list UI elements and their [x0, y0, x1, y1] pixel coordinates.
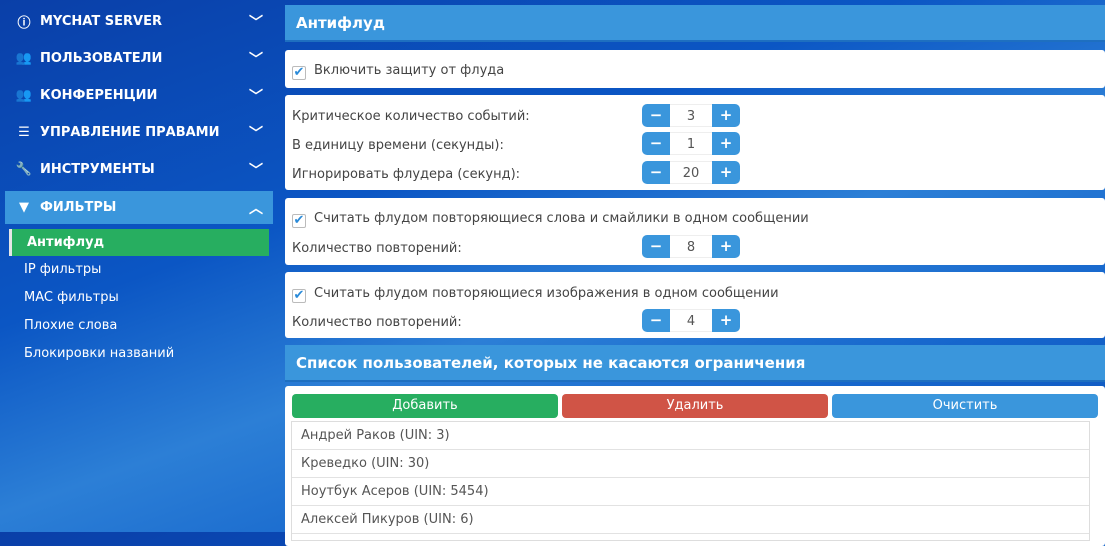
increment-button[interactable]: + — [712, 132, 740, 155]
images-label: Считать флудом повторяющиеся изображения… — [314, 286, 779, 301]
critical-stepper[interactable]: −3 + — [642, 104, 740, 127]
enable-checkbox[interactable]: ✔ Включить защиту от флуда — [292, 63, 504, 80]
nav-label: ФИЛЬТРЫ — [40, 200, 117, 215]
chevron-up-icon: ︿ — [249, 200, 263, 217]
list-item[interactable]: Алексей Пикуров (UIN: 6) — [292, 506, 1089, 534]
nav-conferences[interactable]: 👥 КОНФЕРЕНЦИИ ﹀ — [5, 79, 273, 112]
time-label: В единицу времени (секунды): — [292, 138, 504, 153]
ignore-stepper[interactable]: −20 + — [642, 161, 740, 184]
increment-button[interactable]: + — [712, 104, 740, 127]
nav-label: ИНСТРУМЕНТЫ — [40, 162, 155, 177]
checkmark-icon[interactable]: ✔ — [292, 65, 306, 80]
enable-panel: ✔ Включить защиту от флуда — [285, 50, 1105, 88]
words-checkbox[interactable]: ✔ Считать флудом повторяющиеся слова и см… — [292, 211, 809, 228]
nav-filters[interactable]: ▼ ФИЛЬТРЫ ︿ — [5, 191, 273, 224]
nav-users[interactable]: 👥 ПОЛЬЗОВАТЕЛИ ﹀ — [5, 42, 273, 75]
sidebar: ⓘ MYCHAT SERVER ﹀ 👥 ПОЛЬЗОВАТЕЛИ ﹀ 👥 КОНФЕРЕН… — [0, 0, 280, 532]
ignore-label: Игнорировать флудера (секунд): — [292, 167, 521, 182]
words-label: Считать флудом повторяющиеся слова и сма… — [314, 211, 809, 226]
nav-label: УПРАВЛЕНИЕ ПРАВАМИ — [40, 125, 220, 140]
decrement-button[interactable]: − — [642, 104, 670, 127]
enable-label: Включить защиту от флуда — [314, 63, 505, 78]
chevron-down-icon: ﹀ — [249, 14, 263, 31]
limits-panel: Критическое количество событий: −3 + В ед… — [285, 95, 1105, 190]
clear-button[interactable]: Очистить — [832, 394, 1098, 418]
nav-mychat-server[interactable]: ⓘ MYCHAT SERVER ﹀ — [5, 5, 273, 38]
delete-button[interactable]: Удалить — [562, 394, 828, 418]
increment-button[interactable]: + — [712, 161, 740, 184]
subnav-name-blocks[interactable]: Блокировки названий — [24, 346, 175, 361]
list-item[interactable]: Андрей Раков (UIN: 3) — [292, 422, 1089, 450]
stepper-value[interactable]: 1 — [670, 132, 712, 155]
nav-tools[interactable]: 🔧 ИНСТРУМЕНТЫ ﹀ — [5, 153, 273, 186]
images-repeat-stepper[interactable]: −4 + — [642, 309, 740, 332]
chevron-down-icon: ﹀ — [249, 162, 263, 179]
exceptions-panel: Добавить Удалить Очистить Андрей Раков (… — [285, 386, 1105, 546]
nav-label: КОНФЕРЕНЦИИ — [40, 88, 158, 103]
nav-label: MYCHAT SERVER — [40, 14, 162, 29]
subnav-mac-filters[interactable]: MAC фильтры — [24, 290, 119, 305]
nav-label: ПОЛЬЗОВАТЕЛИ — [40, 51, 163, 66]
critical-label: Критическое количество событий: — [292, 109, 530, 124]
users-icon: 👥 — [15, 51, 33, 66]
nav-rights[interactable]: ☰ УПРАВЛЕНИЕ ПРАВАМИ ﹀ — [5, 116, 273, 149]
chevron-down-icon: ﹀ — [249, 51, 263, 68]
decrement-button[interactable]: − — [642, 161, 670, 184]
images-checkbox[interactable]: ✔ Считать флудом повторяющиеся изображени… — [292, 286, 779, 303]
exceptions-title: Список пользователей, которых не касаютс… — [285, 345, 1105, 382]
words-panel: ✔ Считать флудом повторяющиеся слова и см… — [285, 198, 1105, 265]
subnav-ip-filters[interactable]: IP фильтры — [24, 262, 102, 277]
time-stepper[interactable]: −1 + — [642, 132, 740, 155]
checkmark-icon[interactable]: ✔ — [292, 288, 306, 303]
users-icon: 👥 — [15, 88, 33, 103]
stepper-value[interactable]: 3 — [670, 104, 712, 127]
add-button[interactable]: Добавить — [292, 394, 558, 418]
list-item[interactable]: Креведко (UIN: 30) — [292, 450, 1089, 478]
words-repeat-label: Количество повторений: — [292, 241, 462, 256]
stepper-value[interactable]: 8 — [670, 235, 712, 258]
decrement-button[interactable]: − — [642, 235, 670, 258]
increment-button[interactable]: + — [712, 235, 740, 258]
users-list[interactable]: Андрей Раков (UIN: 3) Креведко (UIN: 30)… — [291, 421, 1090, 541]
stepper-value[interactable]: 4 — [670, 309, 712, 332]
checkmark-icon[interactable]: ✔ — [292, 213, 306, 228]
wrench-icon: 🔧 — [15, 162, 33, 177]
decrement-button[interactable]: − — [642, 309, 670, 332]
list-item[interactable]: Ноутбук Асеров (UIN: 5454) — [292, 478, 1089, 506]
words-repeat-stepper[interactable]: −8 + — [642, 235, 740, 258]
info-icon: ⓘ — [17, 16, 31, 31]
page-title: Антифлуд — [285, 5, 1105, 42]
decrement-button[interactable]: − — [642, 132, 670, 155]
images-panel: ✔ Считать флудом повторяющиеся изображени… — [285, 272, 1105, 338]
list-icon: ☰ — [18, 125, 30, 140]
filter-icon: ▼ — [19, 200, 29, 215]
chevron-down-icon: ﹀ — [249, 125, 263, 142]
subnav-antiflood[interactable]: Антифлуд — [9, 229, 269, 256]
stepper-value[interactable]: 20 — [670, 161, 712, 184]
images-repeat-label: Количество повторений: — [292, 315, 462, 330]
increment-button[interactable]: + — [712, 309, 740, 332]
subnav-bad-words[interactable]: Плохие слова — [24, 318, 118, 333]
chevron-down-icon: ﹀ — [249, 88, 263, 105]
